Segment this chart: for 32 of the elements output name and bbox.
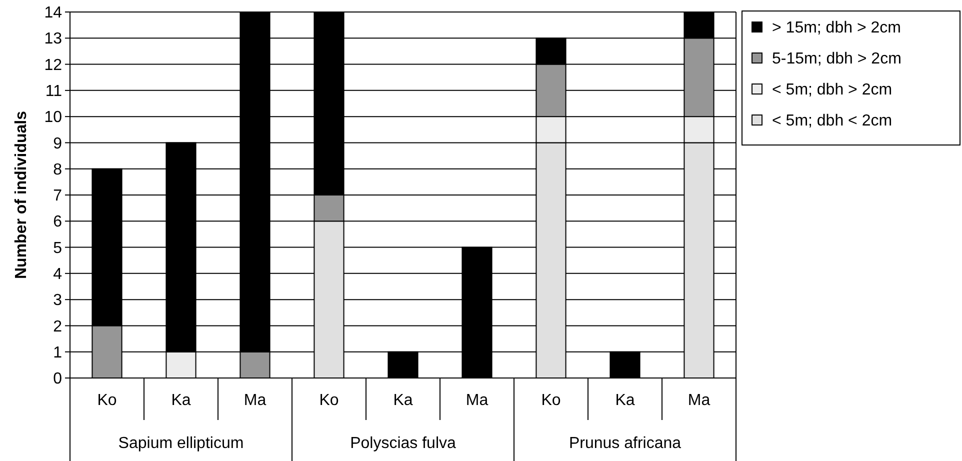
y-tick-label: 5 xyxy=(53,240,62,257)
y-tick-label: 7 xyxy=(53,188,62,205)
y-tick-label: 10 xyxy=(44,109,62,126)
y-tick-label: 14 xyxy=(44,4,62,22)
legend-label: < 5m; dbh > 2cm xyxy=(772,82,892,99)
x-tick-label: Ma xyxy=(466,392,488,409)
x-tick-label: Ma xyxy=(244,392,266,409)
x-tick-label: Ko xyxy=(319,392,339,409)
y-tick-label: 0 xyxy=(53,370,62,388)
legend-label: 5-15m; dbh > 2cm xyxy=(772,50,902,68)
legend-label: < 5m; dbh < 2cm xyxy=(772,112,892,130)
y-tick-label: 2 xyxy=(53,318,62,336)
y-tick-label: 9 xyxy=(53,135,62,152)
y-tick-label: 6 xyxy=(53,214,62,231)
y-tick-label: 3 xyxy=(53,292,62,310)
y-tick-label: 12 xyxy=(44,56,62,74)
x-tick-label: Ko xyxy=(541,392,561,409)
x-tick-label: Ko xyxy=(97,392,117,409)
x-tick-label: Ka xyxy=(393,392,413,409)
x-tick-label: Ma xyxy=(688,392,710,409)
text: Prunus africana xyxy=(568,435,682,452)
y-tick-label: 1 xyxy=(53,344,62,362)
text: Sapium ellipticum xyxy=(118,435,244,452)
y-tick-label: 13 xyxy=(44,30,62,48)
y-tick-label: 11 xyxy=(45,83,62,100)
x-tick-label: Ka xyxy=(615,392,635,409)
y-tick-label: 4 xyxy=(53,266,62,284)
legend-label: > 15m; dbh > 2cm xyxy=(772,20,901,37)
y-axis-title: Number of individuals xyxy=(13,110,30,280)
x-tick-label: Ka xyxy=(171,392,191,409)
text: Polyscias fulva xyxy=(350,435,456,452)
y-tick-label: 8 xyxy=(53,161,62,178)
